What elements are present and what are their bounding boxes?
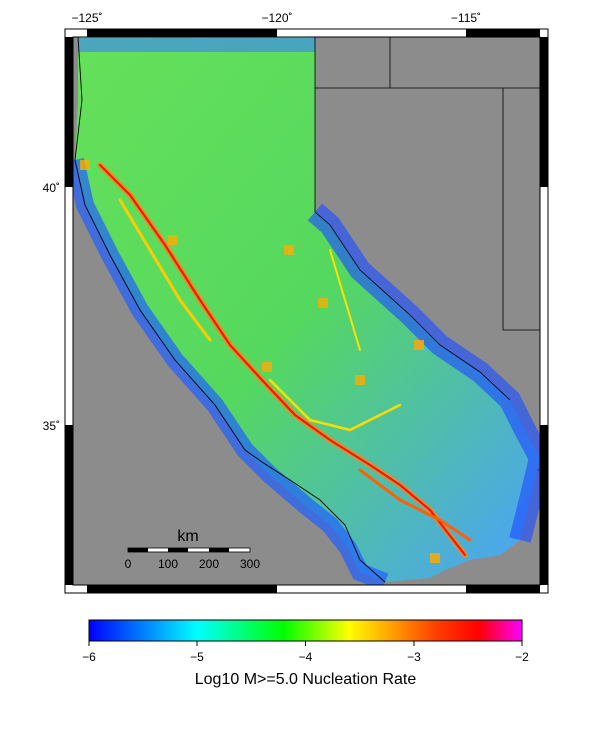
- scale-bar-label: 0: [125, 557, 132, 571]
- scale-bar-label: 100: [158, 557, 178, 571]
- scale-bar: km 0 100 200 300: [125, 528, 261, 571]
- scale-bar-unit: km: [177, 528, 198, 545]
- colorbar-tick-label: −3: [407, 650, 421, 664]
- colorbar-gradient: [88, 619, 523, 642]
- lat-tick-label: 40˚: [43, 181, 60, 195]
- colorbar: −6 −5 −4 −3 −2 Log10 M>=5.0 Nucleation R…: [82, 619, 529, 688]
- colorbar-tick-label: −4: [299, 650, 313, 664]
- colorbar-title: Log10 M>=5.0 Nucleation Rate: [195, 671, 417, 688]
- lon-tick-label: −120˚: [261, 11, 292, 25]
- colorbar-tick-label: −2: [515, 650, 529, 664]
- map-frame-border: [64, 28, 549, 594]
- coastline: [74, 37, 386, 583]
- scale-bar-label: 300: [240, 557, 260, 571]
- lon-tick-label: −115˚: [451, 11, 481, 25]
- lon-tick-label: −125˚: [71, 11, 102, 25]
- rate-hotspots: [80, 160, 440, 563]
- ca-nv-border: [314, 37, 511, 401]
- colorbar-tick-label: −6: [82, 650, 96, 664]
- california-rate-field: [75, 37, 540, 582]
- fault-traces: [97, 162, 472, 558]
- lat-tick-label: 35˚: [43, 419, 60, 433]
- colorbar-tick-label: −5: [190, 650, 204, 664]
- scale-bar-label: 200: [199, 557, 219, 571]
